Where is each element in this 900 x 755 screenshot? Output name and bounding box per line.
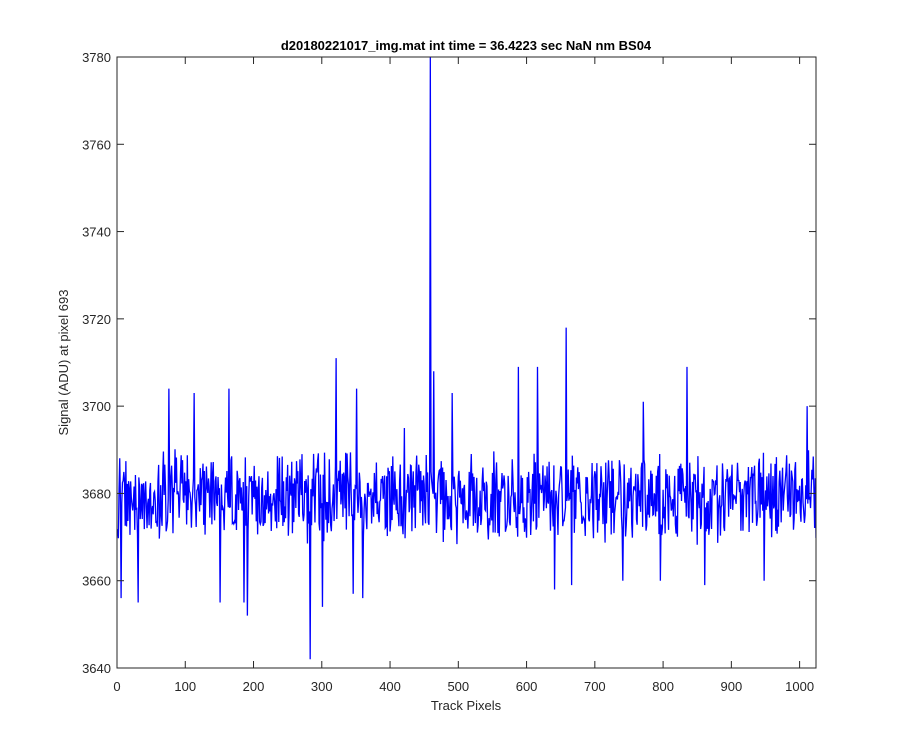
series-layer: [117, 57, 816, 660]
x-tick-label: 400: [379, 679, 401, 694]
chart-title: d20180221017_img.mat int time = 36.4223 …: [281, 38, 652, 53]
x-tick-label: 800: [652, 679, 674, 694]
x-tick-label: 600: [516, 679, 538, 694]
x-tick-label: 500: [447, 679, 469, 694]
y-tick-label: 3720: [82, 312, 111, 327]
y-tick-label: 3740: [82, 225, 111, 240]
axes-box: [116, 56, 817, 669]
x-tick-label: 900: [721, 679, 743, 694]
y-tick-label: 3660: [82, 574, 111, 589]
y-tick-label: 3700: [82, 399, 111, 414]
x-axis-ticks: 0 100 200 300 400 500 600 700 800 900 1000: [113, 57, 814, 694]
y-axis-ticks: 3640 3660 3680 3700 3720 3740 3760 3780: [82, 50, 816, 676]
x-tick-label: 200: [243, 679, 265, 694]
plot-area: [117, 57, 816, 668]
x-tick-label: 1000: [785, 679, 814, 694]
series-line: [117, 57, 816, 660]
y-axis-label: Signal (ADU) at pixel 693: [56, 290, 71, 436]
y-tick-label: 3780: [82, 50, 111, 65]
x-tick-label: 700: [584, 679, 606, 694]
y-tick-label: 3680: [82, 486, 111, 501]
x-tick-label: 100: [174, 679, 196, 694]
y-tick-label: 3640: [82, 661, 111, 676]
x-tick-label: 300: [311, 679, 333, 694]
y-tick-label: 3760: [82, 137, 111, 152]
x-axis-label: Track Pixels: [431, 698, 502, 713]
x-tick-label: 0: [113, 679, 120, 694]
